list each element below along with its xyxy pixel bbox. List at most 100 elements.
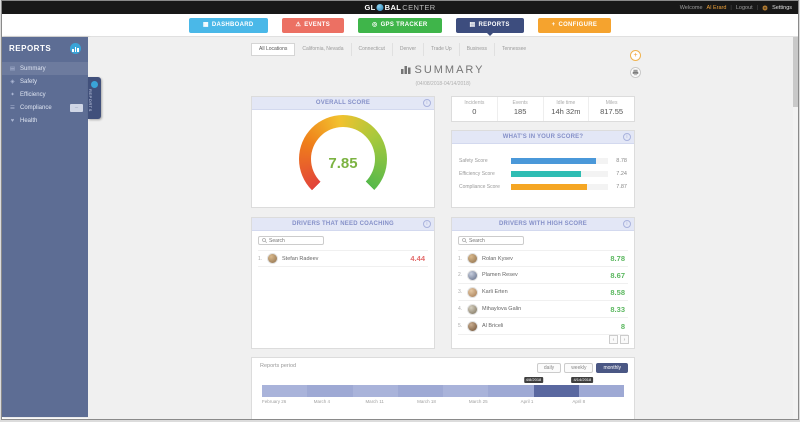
search-icon <box>262 238 267 243</box>
sidebar-menu: ▤ Summary ◈ Safety ✦ Efficiency ☰ Compliance… <box>2 62 88 127</box>
sidebar-item-compliance[interactable]: ☰ Compliance ⋯ <box>2 101 88 114</box>
weekly-button[interactable]: weekly <box>564 363 594 373</box>
nav-configure-button[interactable]: + CONFIGURE <box>537 17 612 33</box>
nav-events-button[interactable]: ⚠ EVENTS <box>281 17 345 33</box>
globe-icon <box>376 4 384 11</box>
location-tab[interactable]: Trade Up <box>424 43 460 56</box>
info-icon[interactable]: i <box>623 220 631 228</box>
reports-sidebar: REPORTS ▤ Summary ◈ Safety ✦ Efficiency ☰ Co… <box>2 37 88 417</box>
driver-score: 8.58 <box>610 287 625 297</box>
edge-tab-label: REPORTS <box>88 89 93 112</box>
add-location-button[interactable]: + <box>630 50 641 61</box>
location-tab[interactable]: Denver <box>393 43 425 56</box>
username[interactable]: Al Erard <box>706 4 727 11</box>
sidebar-title: REPORTS <box>9 44 52 53</box>
nav-gps-tracker-button[interactable]: ◎ GPS TRACKER <box>358 17 442 33</box>
reports-period-panel: Reports period daily weekly monthly 4/8/… <box>251 357 635 419</box>
high-score-row[interactable]: 4. Mihaylova Galin 8.33 <box>458 301 628 318</box>
efficiency-icon: ✦ <box>10 91 15 98</box>
axis-label: April 1 <box>520 399 534 404</box>
reports-period-title: Reports period <box>260 363 297 369</box>
high-score-row[interactable]: 2. Plamen Resev 8.67 <box>458 267 628 284</box>
nav-dashboard-button[interactable]: ▦ DASHBOARD <box>188 17 268 33</box>
reports-icon: ▤ <box>469 22 476 28</box>
high-score-search-input[interactable] <box>469 237 520 244</box>
info-icon[interactable]: i <box>423 99 431 107</box>
coaching-row[interactable]: 1. Stefan Radeev 4.44 <box>258 250 428 267</box>
high-score-row[interactable]: 5. Al Briceli 8 <box>458 318 628 335</box>
info-icon[interactable]: i <box>623 133 631 141</box>
score-breakdown-header: WHAT'S IN YOUR SCORE? i <box>452 131 634 144</box>
timeline-segment[interactable] <box>443 385 489 397</box>
compliance-badge: ⋯ <box>70 103 83 112</box>
topbar-right: Welcome Al Erard | Logout | Settings <box>680 1 792 14</box>
driver-name: Plamen Resev <box>482 272 518 278</box>
avatar <box>467 286 478 298</box>
logo-left: GL <box>364 3 376 12</box>
timeline-segment[interactable] <box>352 385 398 397</box>
bar-chart-icon <box>401 66 411 75</box>
axis-label: April 8 <box>572 399 586 404</box>
main-nav: ▦ DASHBOARD ⚠ EVENTS ◎ GPS TRACKER ▤ REPORTS… <box>2 14 798 37</box>
timeline-segment[interactable] <box>262 385 308 397</box>
driver-score: 8 <box>620 321 625 331</box>
rank: 1. <box>258 255 263 262</box>
edge-tab-icon <box>91 81 98 88</box>
stat-miles: Miles 817.55 <box>600 100 624 116</box>
sidebar-header: REPORTS <box>2 37 88 59</box>
prev-page-button[interactable]: ‹ <box>609 335 618 344</box>
timeline-segment[interactable] <box>397 385 443 397</box>
driver-name: Karli Erten <box>482 289 508 295</box>
logo: GL BAL CENTER <box>364 1 435 14</box>
logout-link[interactable]: Logout <box>735 4 753 11</box>
driver-name: Al Briceli <box>482 323 504 329</box>
high-score-row[interactable]: 3. Karli Erten 8.58 <box>458 284 628 301</box>
print-button[interactable] <box>630 67 641 78</box>
settings-link[interactable]: Settings <box>772 4 792 11</box>
timeline-segment[interactable] <box>488 385 534 397</box>
compliance-score-bar: Compliance Score 7.87 <box>459 184 627 190</box>
configure-icon: + <box>551 22 556 28</box>
health-icon: ♥ <box>10 117 15 124</box>
summary-icon: ▤ <box>9 65 16 72</box>
reports-edge-tab[interactable]: REPORTS <box>88 77 101 119</box>
sidebar-item-safety[interactable]: ◈ Safety <box>10 78 38 85</box>
nav-reports-button[interactable]: ▤ REPORTS <box>455 17 524 33</box>
location-tabstrip: All Locations California, Nevada Connect… <box>251 43 635 56</box>
location-tab[interactable]: California, Nevada <box>295 43 352 56</box>
timeline-segment[interactable] <box>578 385 624 397</box>
tab-all-locations[interactable]: All Locations <box>251 43 296 56</box>
overall-score-value: 7.85 <box>328 155 358 172</box>
driver-score: 8.67 <box>610 270 625 280</box>
location-tab[interactable]: Tennessee <box>502 46 527 52</box>
location-tab[interactable]: Connecticut <box>352 43 393 56</box>
divider: | <box>756 4 759 11</box>
axis-label: February 26 <box>262 399 287 404</box>
compliance-icon: ☰ <box>10 104 15 111</box>
daily-button[interactable]: daily <box>536 363 562 373</box>
scrollbar[interactable] <box>793 37 798 419</box>
timeline-segment[interactable] <box>533 385 579 397</box>
driver-name: Mihaylova Galin <box>482 306 522 312</box>
logo-mid: BAL <box>384 3 402 12</box>
gear-icon <box>762 4 769 11</box>
sidebar-item-health[interactable]: ♥ Health <box>10 117 38 124</box>
logo-right: CENTER <box>402 3 436 12</box>
location-tab[interactable]: Business <box>460 43 495 56</box>
monthly-button[interactable]: monthly <box>596 363 628 373</box>
reports-chart-icon <box>70 43 81 54</box>
timeline-segment[interactable] <box>307 385 353 397</box>
topbar: GL BAL CENTER Welcome Al Erard | Logout | … <box>2 1 798 14</box>
next-page-button[interactable]: › <box>620 335 629 344</box>
scrollbar-thumb[interactable] <box>793 37 798 107</box>
sidebar-item-summary[interactable]: ▤ Summary <box>2 62 88 75</box>
coaching-search-input[interactable] <box>269 237 320 244</box>
sidebar-item-efficiency[interactable]: ✦ Efficiency <box>10 91 46 98</box>
period-start-tag: 4/8/2018 <box>523 377 544 383</box>
high-score-header: DRIVERS WITH HIGH SCORE i <box>452 218 634 231</box>
period-end-tag: 4/14/2018 <box>571 377 594 383</box>
welcome-label: Welcome <box>679 4 703 11</box>
high-score-row[interactable]: 1. Rolan Kysev 8.78 <box>458 250 628 267</box>
info-icon[interactable]: i <box>423 220 431 228</box>
